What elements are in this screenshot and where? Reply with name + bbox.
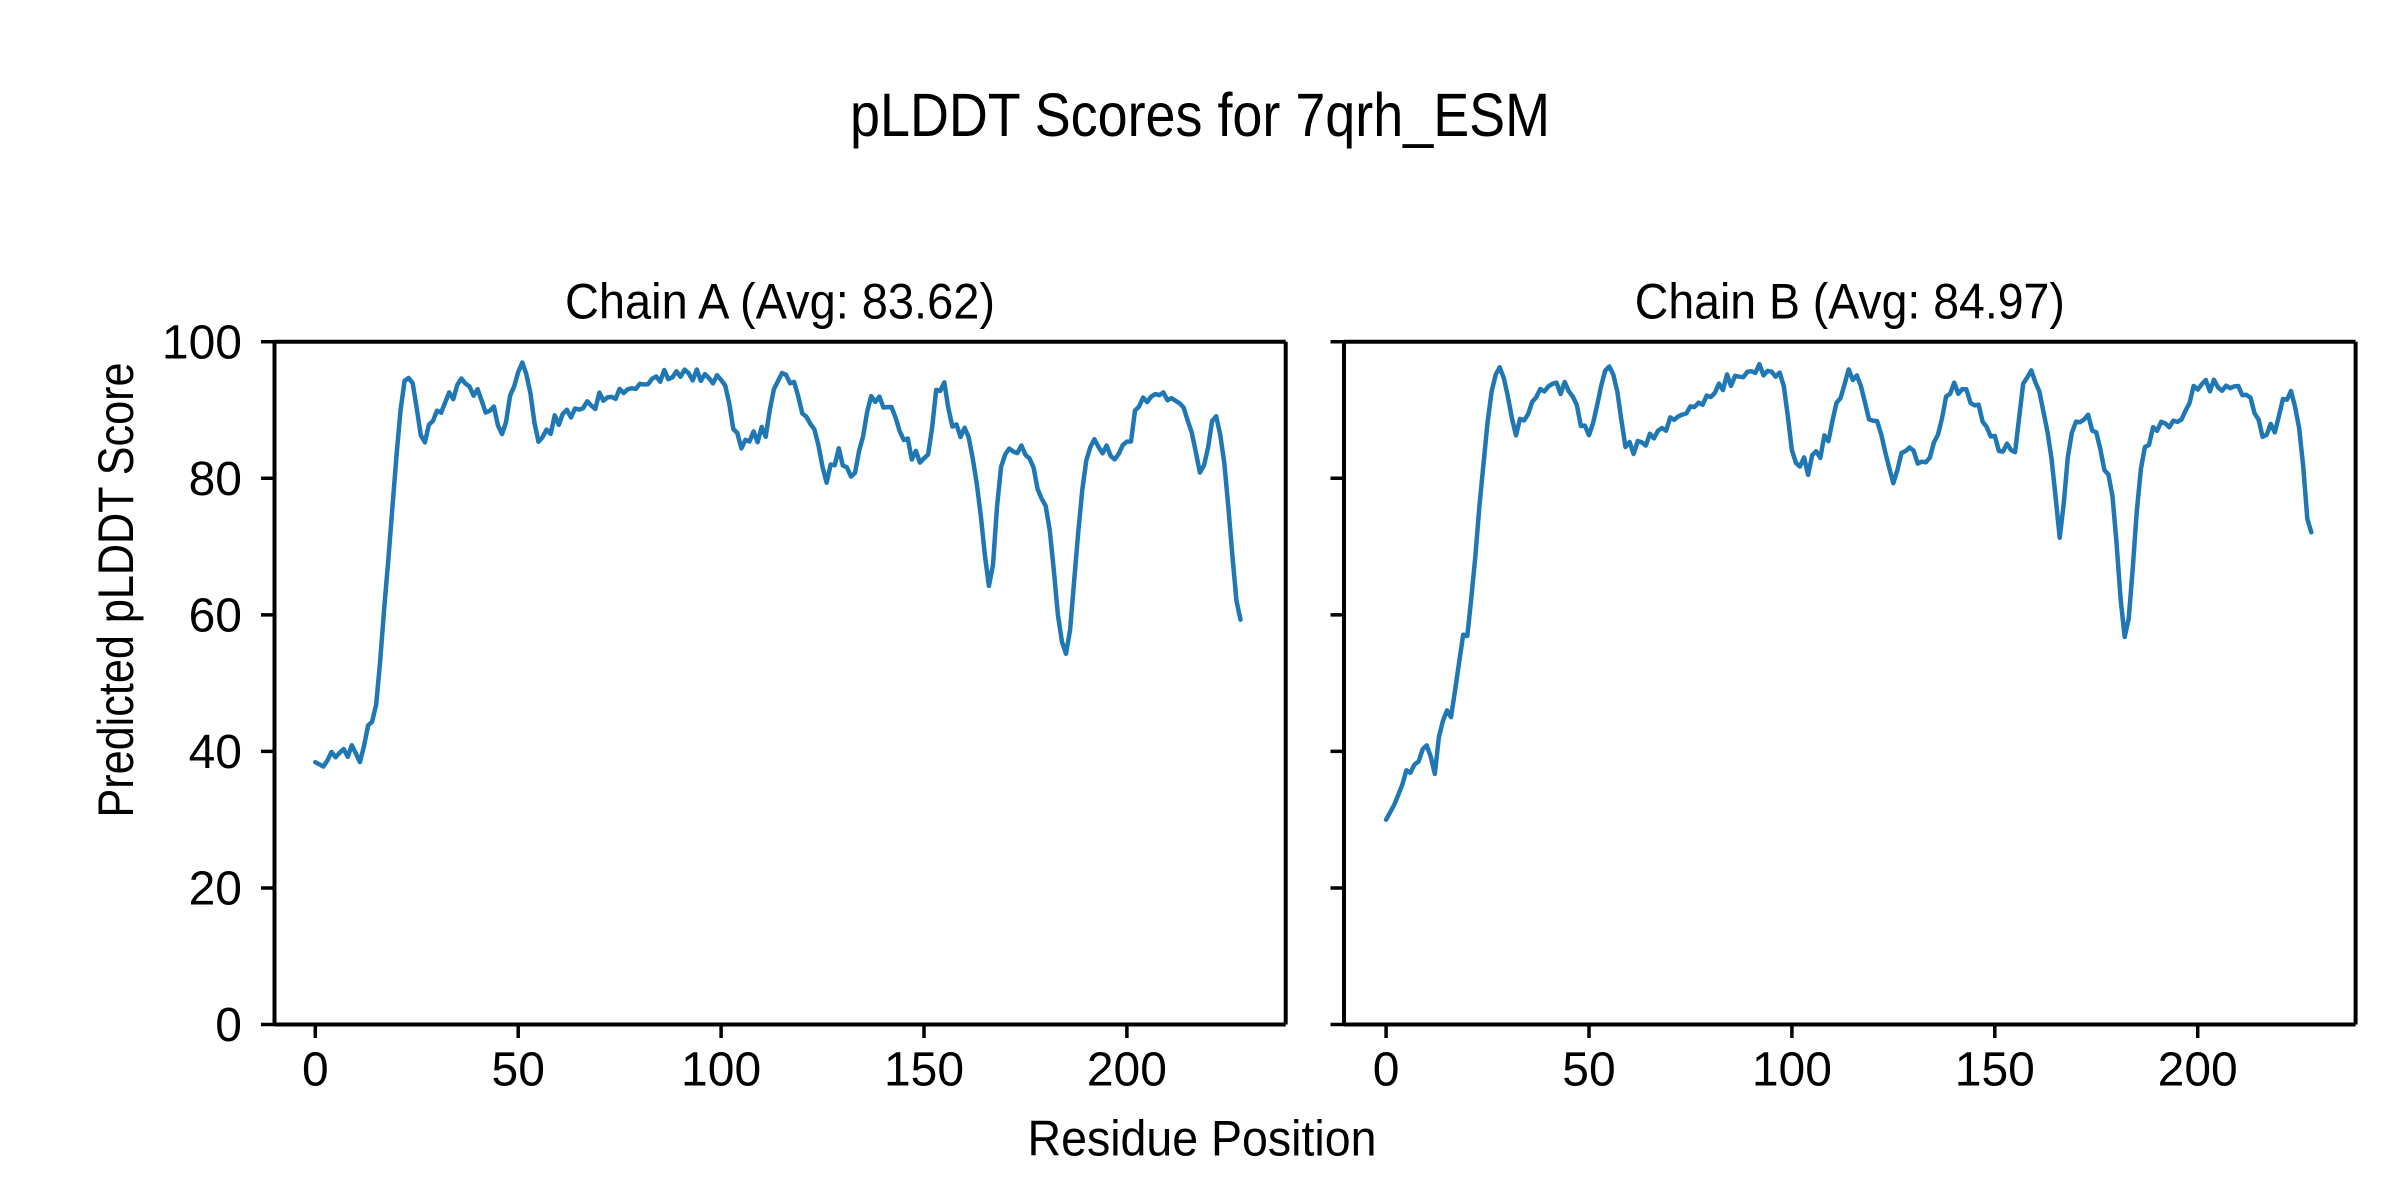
- svg-text:0: 0: [302, 1044, 329, 1097]
- svg-text:Chain B (Avg: 84.97): Chain B (Avg: 84.97): [1635, 274, 2065, 330]
- svg-text:80: 80: [189, 453, 242, 506]
- svg-text:pLDDT Scores for 7qrh_ESM: pLDDT Scores for 7qrh_ESM: [850, 81, 1550, 149]
- svg-text:200: 200: [2158, 1044, 2238, 1097]
- svg-text:50: 50: [492, 1044, 545, 1097]
- svg-text:100: 100: [162, 316, 242, 369]
- svg-text:0: 0: [1373, 1044, 1400, 1097]
- svg-text:Predicted pLDDT Score: Predicted pLDDT Score: [88, 363, 144, 818]
- svg-text:150: 150: [1955, 1044, 2035, 1097]
- svg-text:50: 50: [1562, 1044, 1615, 1097]
- svg-text:100: 100: [1752, 1044, 1832, 1097]
- svg-text:200: 200: [1087, 1044, 1167, 1097]
- svg-text:60: 60: [189, 589, 242, 642]
- svg-text:100: 100: [681, 1044, 761, 1097]
- svg-text:Residue Position: Residue Position: [1028, 1111, 1377, 1167]
- svg-text:0: 0: [215, 999, 242, 1052]
- svg-text:20: 20: [189, 863, 242, 916]
- svg-text:Chain A (Avg: 83.62): Chain A (Avg: 83.62): [565, 274, 995, 330]
- svg-text:40: 40: [189, 726, 242, 779]
- svg-text:150: 150: [884, 1044, 964, 1097]
